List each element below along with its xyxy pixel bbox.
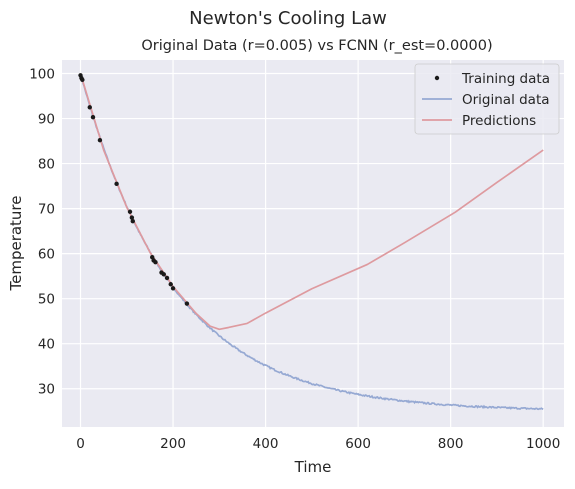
training-point xyxy=(170,286,176,291)
y-tick-label: 80 xyxy=(38,157,55,173)
training-point xyxy=(130,219,135,224)
training-point xyxy=(97,137,103,143)
legend-label: Original data xyxy=(462,92,550,108)
training-point xyxy=(80,77,85,83)
training-point xyxy=(129,215,135,220)
legend-box xyxy=(414,63,560,135)
y-tick-label: 50 xyxy=(38,292,55,308)
legend-marker-training xyxy=(434,75,440,81)
training-point xyxy=(114,181,119,187)
legend-label: Predictions xyxy=(462,113,536,129)
chart-suptitle: Newton's Cooling Law xyxy=(189,8,387,29)
x-tick-label: 800 xyxy=(438,436,464,452)
grid-lines xyxy=(62,60,564,427)
training-point xyxy=(127,209,133,214)
x-axis-label: Time xyxy=(294,458,332,476)
training-point xyxy=(164,275,170,281)
x-tick-label: 0 xyxy=(76,436,85,452)
training-point xyxy=(161,272,166,277)
y-tick-label: 70 xyxy=(38,202,55,218)
x-tick-label: 200 xyxy=(160,436,186,452)
training-point xyxy=(168,282,173,287)
training-point xyxy=(90,114,96,120)
x-tick-label: 1000 xyxy=(526,436,560,452)
training-point xyxy=(184,301,190,306)
y-tick-label: 30 xyxy=(38,382,55,398)
legend-label: Training data xyxy=(461,71,550,87)
x-tick-label: 600 xyxy=(345,436,371,452)
chart-title: Original Data (r=0.005) vs FCNN (r_est=0… xyxy=(141,38,492,54)
y-tick-label: 40 xyxy=(38,337,55,353)
y-axis-label: Temperature xyxy=(7,195,25,291)
y-tick-label: 60 xyxy=(38,247,55,263)
legend: Training data Original data Predictions xyxy=(414,63,560,135)
y-tick-label: 90 xyxy=(38,112,55,128)
tick-labels: 0 200 400 600 800 1000 30 40 50 60 70 80 90 100 xyxy=(29,67,560,452)
predictions-line xyxy=(79,73,544,331)
x-tick-label: 400 xyxy=(253,436,279,452)
y-tick-label: 100 xyxy=(29,67,55,83)
training-point xyxy=(87,105,92,110)
series-layer xyxy=(78,73,544,411)
training-point xyxy=(153,259,158,265)
